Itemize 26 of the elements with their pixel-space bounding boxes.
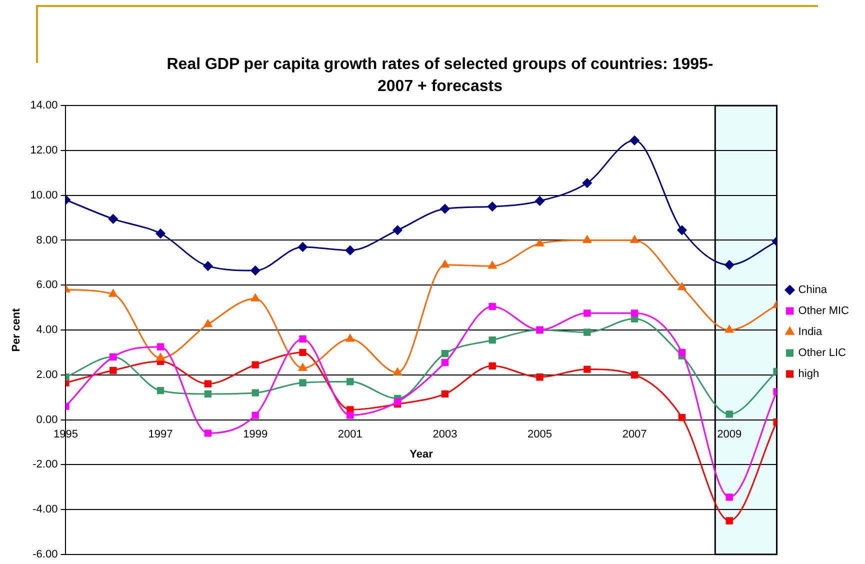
y-tick-label: -2.00 [32, 458, 58, 471]
y-tick-label: 10.00 [30, 189, 58, 202]
y-tick-label: 14.00 [30, 100, 58, 112]
y-axis-title: Per cent [10, 308, 23, 352]
y-tick-label: -4.00 [32, 504, 58, 516]
legend-label: Other MIC [798, 305, 850, 318]
y-tick-label: 12.00 [30, 144, 58, 157]
y-tick-label: 0.00 [36, 414, 58, 426]
x-axis-title: Year [410, 448, 434, 461]
y-tick-label: 8.00 [36, 234, 58, 246]
x-tick-label: 2003 [432, 428, 458, 440]
y-tick-label: 2.00 [36, 368, 58, 381]
x-tick-label: 2007 [622, 428, 647, 440]
legend-label: India [798, 326, 824, 338]
legend-label: Other LIC [798, 347, 846, 360]
chart-title: Real GDP per capita growth rates of selected groups of countries: 1995-2007 + forecasts [166, 55, 714, 97]
x-tick-label: 1999 [243, 428, 268, 440]
legend-label: China [798, 284, 828, 296]
y-tick-label: -6.00 [32, 548, 58, 560]
legend-label: high [798, 368, 820, 380]
y-tick-label: 4.00 [36, 324, 58, 336]
y-tick-label: 6.00 [36, 279, 58, 292]
x-tick-label: 2001 [338, 428, 362, 440]
x-tick-label: 2009 [717, 428, 742, 440]
x-tick-label: 2005 [528, 428, 552, 440]
x-tick-label: 1997 [148, 428, 173, 440]
